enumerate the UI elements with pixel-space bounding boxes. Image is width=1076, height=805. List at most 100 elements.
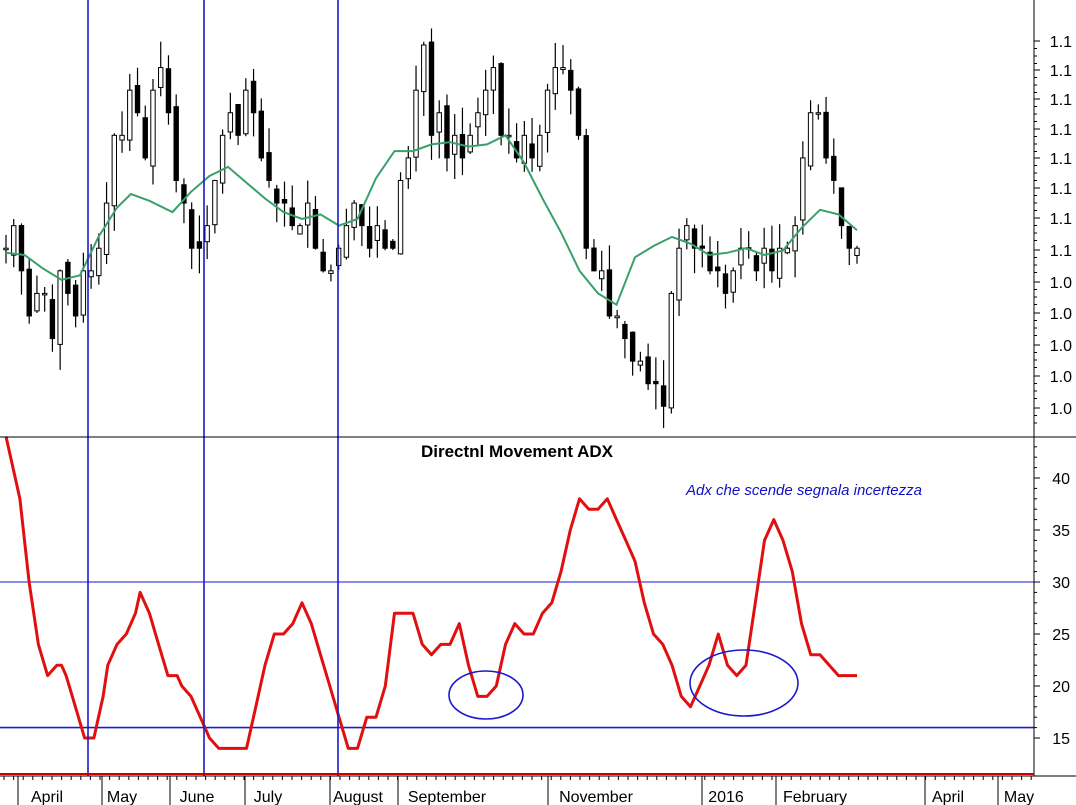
candle-body [150, 89, 156, 167]
highlight-ellipse [689, 649, 799, 717]
candle-body [421, 44, 427, 93]
candle-body [653, 380, 659, 385]
candle-body [428, 41, 435, 136]
candle-body [390, 240, 396, 249]
candle-body [413, 89, 419, 158]
candle-body [72, 284, 79, 317]
candle-body [715, 266, 721, 272]
vertical-markers [87, 0, 339, 776]
candle-body [165, 68, 172, 114]
candle-body [668, 292, 675, 409]
candle-body [784, 247, 791, 254]
price-tick-label: 1.1 [1050, 34, 1072, 51]
candle-body [18, 225, 25, 272]
candle-body [831, 155, 837, 181]
candle-body [382, 229, 388, 249]
price-tick-label: 1.1 [1050, 243, 1072, 260]
candle-body [722, 273, 729, 294]
price-tick-label: 1.0 [1050, 275, 1072, 292]
candle-body [219, 134, 226, 184]
candle-body [274, 188, 280, 204]
adx-tick-label: 15 [1052, 731, 1070, 748]
adx-tick-label: 30 [1052, 575, 1070, 592]
price-tick-label: 1.1 [1050, 122, 1072, 139]
candle-body [397, 179, 404, 255]
candle-body [645, 356, 651, 385]
candle-body [823, 111, 829, 159]
x-tick-label: February [783, 789, 847, 805]
candle-body [204, 225, 210, 243]
highlight-ellipse [448, 670, 524, 720]
x-tick-label: 2016 [708, 789, 744, 805]
candle-body [49, 299, 56, 340]
candle-body [699, 245, 705, 249]
candle-body [676, 247, 682, 301]
candle-body [188, 209, 195, 249]
candle-body [3, 247, 9, 251]
candle-body [235, 103, 241, 136]
candle-body [196, 241, 203, 249]
candle-body [41, 292, 48, 296]
candle-body [57, 270, 63, 345]
price-tick-label: 1.1 [1050, 92, 1072, 109]
x-tick-label: April [31, 789, 63, 805]
candle-body [134, 84, 141, 114]
candle-body [606, 269, 613, 317]
adx-tick-label: 20 [1052, 679, 1070, 696]
candle-body [452, 134, 458, 155]
candle-body [11, 225, 17, 256]
price-tick-label: 1.1 [1050, 181, 1072, 198]
candle-body [544, 89, 551, 133]
moving-average-line [5, 134, 858, 307]
candle-body [119, 134, 125, 141]
candle-body [80, 270, 87, 316]
candle-body [815, 112, 822, 115]
candle-body [691, 228, 698, 249]
x-tick-label: May [107, 789, 137, 805]
candle-body [444, 105, 450, 159]
price-tick-label: 1.0 [1050, 306, 1072, 323]
candle-body [854, 247, 860, 256]
candle-body [753, 255, 760, 272]
candle-body [482, 89, 489, 116]
candle-body [591, 247, 597, 272]
candle-body [637, 360, 644, 366]
candle-body [374, 225, 381, 241]
candle-body [142, 117, 148, 159]
candle-body [660, 385, 667, 407]
candle-body [707, 251, 713, 272]
x-tick-label: August [333, 789, 383, 805]
candle-body [281, 198, 288, 204]
candle-body [258, 110, 265, 159]
candle-body [436, 112, 442, 133]
candle-body [560, 67, 566, 70]
candle-body [629, 331, 636, 362]
adx-line [4, 436, 857, 750]
candle-body [614, 315, 620, 319]
candle-body [776, 247, 783, 279]
price-tick-label: 1.1 [1050, 63, 1072, 80]
candle-body [26, 268, 32, 317]
candle-body [173, 106, 179, 181]
candle-body [266, 152, 272, 181]
candle-body [328, 270, 334, 274]
candle-body [769, 248, 775, 272]
candle-body [583, 135, 589, 249]
candle-body [250, 80, 257, 114]
x-tick-label: September [408, 789, 487, 805]
candle-body [846, 225, 852, 249]
candle-body [599, 270, 605, 280]
candle-body [568, 69, 574, 91]
candle-body [684, 225, 690, 241]
x-tick-label: November [559, 789, 633, 805]
x-tick-label: May [1004, 789, 1034, 805]
candle-body [181, 184, 187, 204]
candle-body [800, 157, 806, 221]
candle-body [158, 67, 164, 89]
candle-body [475, 112, 481, 128]
candle-body [343, 225, 350, 258]
x-tick-label: April [932, 789, 964, 805]
price-tick-label: 1.0 [1050, 401, 1072, 418]
candle-body [366, 226, 373, 249]
